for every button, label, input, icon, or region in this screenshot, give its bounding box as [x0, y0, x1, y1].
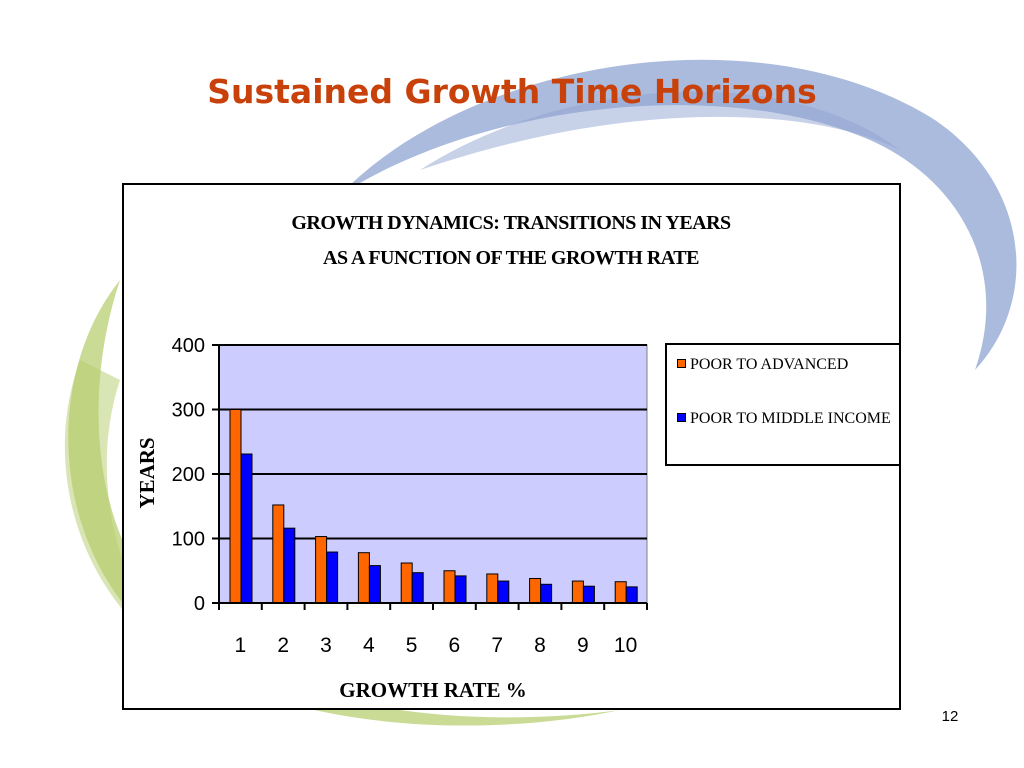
bar-poor-to-middle-income	[240, 453, 253, 604]
y-tick-label: 100	[172, 529, 205, 551]
x-tick-label: 9	[577, 634, 589, 657]
y-tick-label: 200	[172, 464, 205, 486]
bar-poor-to-middle-income	[283, 527, 296, 604]
bar-poor-to-advanced	[272, 504, 285, 604]
page-number: 12	[941, 708, 959, 725]
growth-bar-chart: GROWTH DYNAMICS: TRANSITIONS IN YEARS AS…	[135, 212, 732, 702]
bar-poor-to-advanced	[614, 581, 627, 604]
x-tick-label: 7	[491, 634, 503, 657]
blue-swirl-thin-arc	[420, 91, 900, 170]
x-tick-label: 1	[235, 634, 247, 657]
x-tick-label: 4	[363, 634, 375, 657]
y-tick-label: 300	[172, 400, 205, 422]
bar-poor-to-middle-income	[411, 572, 424, 604]
bar-poor-to-advanced	[443, 570, 456, 604]
legend-swatch-blue	[677, 413, 686, 422]
x-tick-label: 5	[406, 634, 418, 657]
chart-title-line-2: AS A FUNCTION OF THE GROWTH RATE	[323, 247, 699, 269]
y-axis-label: YEARS	[135, 437, 159, 508]
x-tick-label: 10	[614, 634, 637, 657]
green-swirl-outer-arc	[64, 360, 190, 670]
bar-poor-to-middle-income	[497, 580, 510, 604]
bar-poor-to-advanced	[571, 580, 584, 604]
bar-poor-to-middle-income	[326, 551, 339, 604]
legend-item-poor-to-middle-income: POOR TO MIDDLE INCOME	[677, 409, 895, 428]
chart-title-line-1: GROWTH DYNAMICS: TRANSITIONS IN YEARS	[291, 212, 731, 234]
bar-poor-to-middle-income	[625, 586, 638, 604]
bar-poor-to-advanced	[315, 536, 328, 604]
x-tick-label: 3	[320, 634, 332, 657]
x-tick-label: 8	[534, 634, 546, 657]
bar-poor-to-advanced	[229, 409, 242, 604]
slide-title: Sustained Growth Time Horizons	[207, 72, 817, 111]
bar-poor-to-advanced	[400, 562, 413, 604]
bar-poor-to-middle-income	[540, 583, 553, 604]
y-tick-labels: 0 100 200 300 400	[172, 335, 205, 615]
legend-item-poor-to-advanced: POOR TO ADVANCED	[677, 355, 895, 374]
bar-poor-to-advanced	[486, 573, 499, 604]
x-tick-labels: 1 2 3 4 5 6 7 8 9 10	[235, 634, 638, 657]
bar-poor-to-middle-income	[454, 575, 467, 604]
x-tick-label: 2	[277, 634, 289, 657]
legend-label: POOR TO ADVANCED	[690, 356, 849, 373]
legend-label: POOR TO MIDDLE INCOME	[690, 410, 891, 427]
axes	[212, 344, 648, 610]
chart-frame: GROWTH DYNAMICS: TRANSITIONS IN YEARS AS…	[122, 183, 901, 710]
bar-poor-to-middle-income	[582, 585, 595, 604]
chart-legend: POOR TO ADVANCED POOR TO MIDDLE INCOME	[665, 343, 901, 466]
y-tick-label: 400	[172, 335, 205, 357]
legend-swatch-orange	[677, 359, 686, 368]
y-tick-label: 0	[194, 593, 205, 615]
bar-poor-to-advanced	[357, 552, 370, 604]
x-axis-label: GROWTH RATE %	[339, 678, 526, 702]
x-tick-label: 6	[449, 634, 461, 657]
bar-poor-to-middle-income	[368, 565, 381, 604]
bar-poor-to-advanced	[529, 577, 542, 604]
